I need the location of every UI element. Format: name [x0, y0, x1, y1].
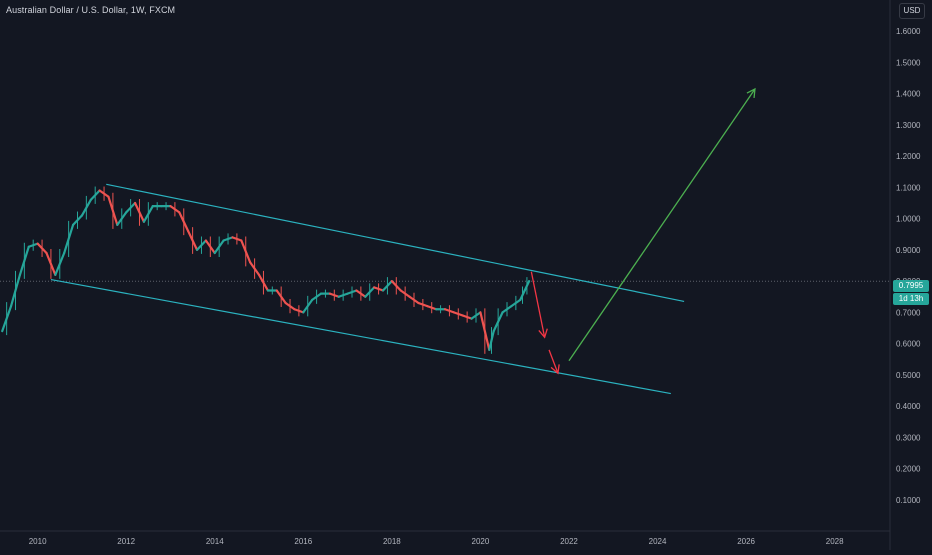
- currency-button[interactable]: USD: [899, 3, 925, 19]
- chart-title: Australian Dollar / U.S. Dollar, 1W, FXC…: [6, 5, 176, 15]
- x-tick-label: 2016: [294, 537, 312, 546]
- channel-trend-line[interactable]: [50, 278, 671, 395]
- y-tick-label: 1.6000: [896, 27, 921, 36]
- y-tick-label: 1.1000: [896, 183, 921, 192]
- x-axis-ticks: 2010 2012 2014 2016 2018 2020 2022 2024 2026 2028: [29, 537, 844, 546]
- arrow-head: [746, 87, 756, 99]
- arrow-head: [550, 364, 560, 375]
- y-tick-label: 0.7000: [896, 308, 921, 317]
- series-layer: [1, 186, 531, 354]
- y-tick-label: 0.6000: [896, 340, 921, 349]
- current-price-tag: 0.7995: [893, 280, 929, 292]
- arrow-head: [538, 328, 548, 339]
- y-tick-label: 0.3000: [896, 433, 921, 442]
- x-tick-label: 2012: [117, 537, 135, 546]
- y-tick-label: 1.3000: [896, 121, 921, 130]
- y-tick-label: 0.5000: [896, 371, 921, 380]
- x-tick-label: 2014: [206, 537, 224, 546]
- y-tick-label: 0.1000: [896, 496, 921, 505]
- x-tick-label: 2018: [383, 537, 401, 546]
- x-tick-label: 2028: [826, 537, 844, 546]
- y-tick-label: 0.4000: [896, 402, 921, 411]
- x-tick-label: 2022: [560, 537, 578, 546]
- drawings-layer: [50, 87, 756, 395]
- x-tick-label: 2026: [737, 537, 755, 546]
- x-tick-label: 2024: [649, 537, 667, 546]
- x-tick-label: 2010: [29, 537, 47, 546]
- y-tick-label: 0.2000: [896, 465, 921, 474]
- bar-countdown-tag: 1d 13h: [893, 293, 929, 305]
- y-tick-label: 0.9000: [896, 246, 921, 255]
- x-tick-label: 2020: [472, 537, 490, 546]
- arrow-up-line[interactable]: [568, 88, 756, 362]
- arrow-down-line[interactable]: [530, 271, 546, 338]
- arrow-down-line[interactable]: [548, 349, 559, 374]
- y-axis-ticks: 0.1000 0.2000 0.3000 0.4000 0.5000 0.6000 0.70…: [896, 27, 921, 505]
- y-tick-label: 1.5000: [896, 58, 921, 67]
- y-tick-label: 1.2000: [896, 152, 921, 161]
- channel-trend-line[interactable]: [106, 183, 685, 303]
- y-tick-label: 1.4000: [896, 90, 921, 99]
- y-tick-label: 1.0000: [896, 215, 921, 224]
